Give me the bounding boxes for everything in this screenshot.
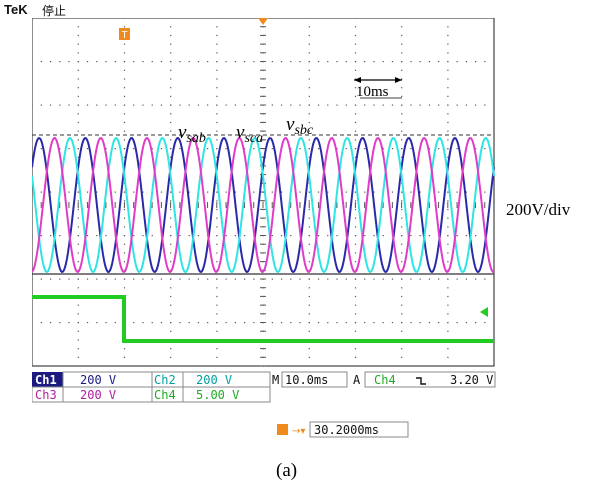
ch3-waveform [32, 136, 495, 274]
trigger-level: 3.20 V [450, 373, 493, 387]
trigger-top-arrow [258, 18, 268, 25]
trigger-mode: A [353, 373, 361, 387]
trigger-position-readout: →▾ 30.2000ms [277, 421, 409, 438]
ch1-waveform [32, 136, 495, 274]
ch4-trigger-level-marker [480, 307, 488, 317]
ch3-label: Ch3 [35, 388, 57, 402]
label-vsab: vsab [178, 122, 206, 146]
ch2-value: 200 V [196, 373, 232, 387]
falling-edge-icon [416, 377, 426, 385]
ch4-value: 5.00 V [196, 388, 239, 402]
svg-text:→▾: →▾ [292, 426, 305, 437]
acquisition-status: 停止 [42, 4, 67, 18]
trigger-marker-label: T [121, 30, 127, 41]
ch2-waveform [32, 136, 495, 274]
brand-logo: TeK [4, 2, 28, 17]
timebase-value: 10.0ms [285, 373, 328, 387]
timebase-prefix: M [272, 373, 279, 387]
trigger-position-value: 30.2000ms [314, 423, 379, 437]
label-vsca: vsca [236, 122, 263, 146]
readout-row-2: Ch3 200 V Ch4 5.00 V [32, 386, 271, 403]
waveforms [32, 136, 495, 343]
ch3-value: 200 V [80, 388, 116, 402]
figure-caption: (a) [276, 460, 298, 481]
scope-display: T 10ms vsab vsca vsbc 1 4 Ch1 200 V Ch2 … [32, 18, 496, 438]
volts-per-div-label: 200V/div [506, 200, 571, 219]
readout-row-1: Ch1 200 V Ch2 200 V M 10.0ms A Ch4 3.20 … [32, 371, 496, 388]
ch2-label: Ch2 [154, 373, 176, 387]
label-vsbc: vsbc [286, 114, 314, 138]
ch1-label: Ch1 [35, 373, 57, 387]
ch4-label: Ch4 [154, 388, 176, 402]
ch4-waveform [32, 295, 494, 343]
trigger-position-marker: T [119, 28, 130, 41]
trigger-source: Ch4 [374, 373, 396, 387]
ch1-value: 200 V [80, 373, 116, 387]
time-scale-arrow [354, 77, 402, 99]
time-scale-label: 10ms [356, 84, 389, 100]
